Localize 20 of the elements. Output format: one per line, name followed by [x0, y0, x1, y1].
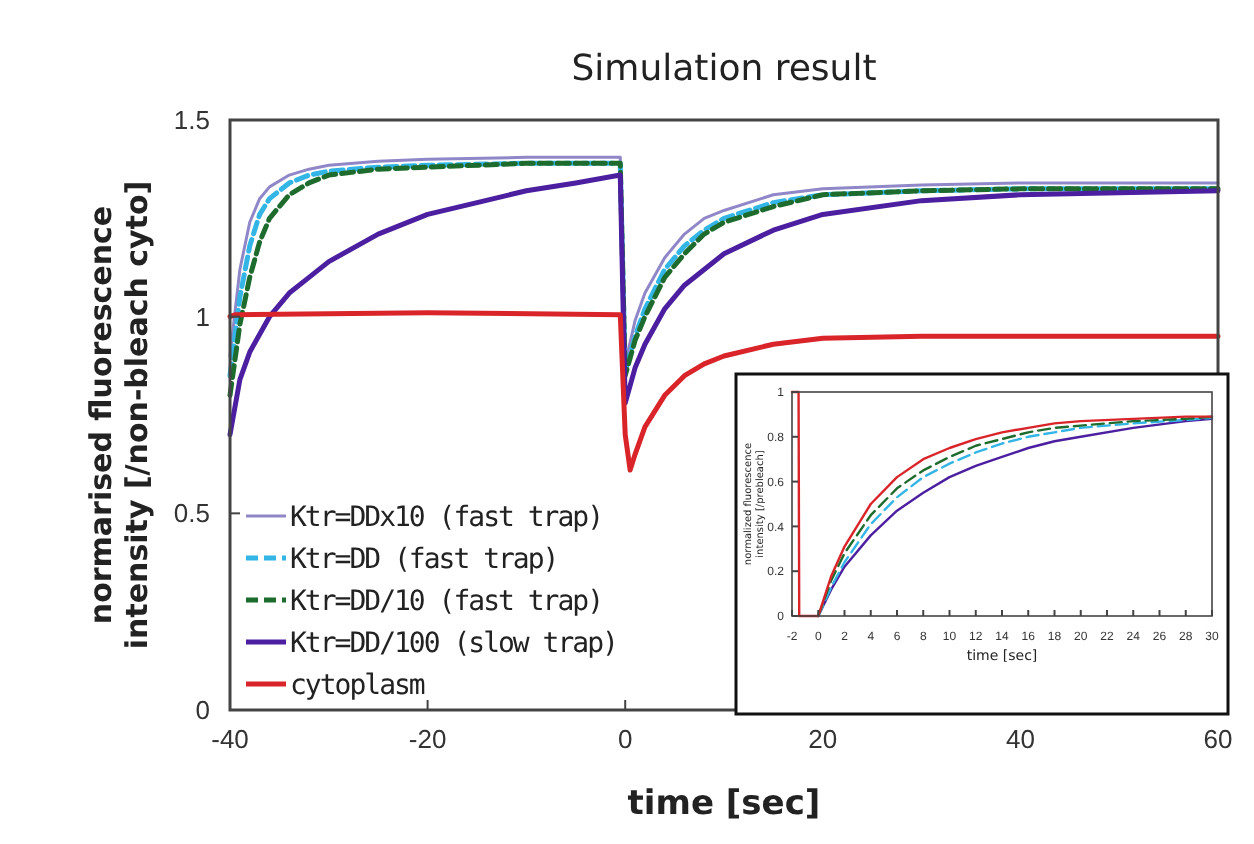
x-tick-label: -20 [408, 724, 447, 754]
chart-title: Simulation result [571, 48, 877, 90]
legend-label: Ktr=DDx10 (fast trap) [290, 501, 603, 534]
y-tick-label: 1.5 [173, 105, 210, 136]
line-series [790, 390, 1214, 618]
legend-label: Ktr=DD/100 (slow trap) [290, 627, 617, 660]
y-axis-title: normarised fluorescence intensity [/non-bleach cyto] [83, 180, 155, 650]
legend-label: Ktr=DD/10 (fast trap) [290, 585, 603, 618]
x-tick-label: 20 [808, 724, 838, 754]
legend-label: Ktr=DD (fast trap) [290, 543, 558, 576]
x-tick-label: 40 [1005, 724, 1035, 754]
y-tick-label: 0.5 [173, 498, 210, 529]
x-tick-label: 60 [1203, 724, 1233, 754]
x-tick-label: 0 [617, 724, 633, 754]
y-tick-label: 1 [195, 301, 210, 332]
y-tick-label: 0 [195, 695, 210, 726]
x-axis-title: time [sec] [627, 784, 821, 824]
legend-label: cytoplasm [290, 669, 425, 702]
x-tick-label: -40 [211, 724, 249, 754]
line-series [227, 172, 1221, 438]
